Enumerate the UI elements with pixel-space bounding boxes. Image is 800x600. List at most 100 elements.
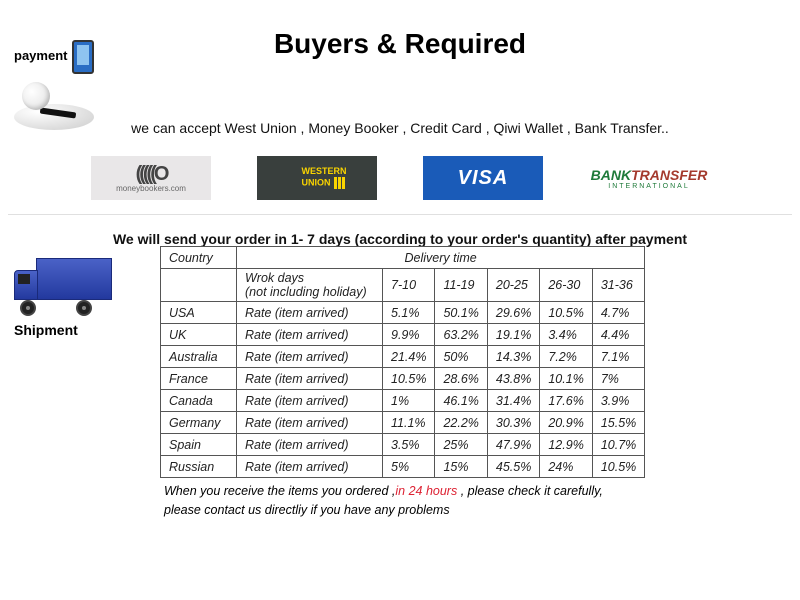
moneybookers-logo: (((((O moneybookers.com	[91, 156, 211, 200]
section-divider	[8, 214, 792, 215]
payment-label: payment	[14, 48, 67, 63]
value-cell: 50.1%	[435, 302, 487, 324]
shipment-label: Shipment	[14, 322, 112, 338]
range-cell: 20-25	[487, 269, 539, 302]
moneybookers-text: moneybookers.com	[116, 184, 186, 193]
value-cell: 31.4%	[487, 390, 539, 412]
value-cell: 63.2%	[435, 324, 487, 346]
table-row: GermanyRate (item arrived)11.1%22.2%30.3…	[161, 412, 645, 434]
value-cell: 24%	[540, 456, 592, 478]
workdays-l1: Wrok days	[245, 271, 304, 285]
header-country: Country	[161, 247, 237, 269]
header-delivery: Delivery time	[237, 247, 645, 269]
value-cell: 10.5%	[540, 302, 592, 324]
value-cell: 43.8%	[487, 368, 539, 390]
footer-note: When you receive the items you ordered ,…	[160, 482, 645, 520]
wu-line1: WESTERN	[302, 166, 347, 176]
value-cell: 3.4%	[540, 324, 592, 346]
shipping-info-text: We will send your order in 1- 7 days (ac…	[0, 231, 800, 247]
range-cell: 7-10	[383, 269, 435, 302]
footer-line2: please contact us directliy if you have …	[164, 503, 450, 517]
value-cell: 22.2%	[435, 412, 487, 434]
value-cell: 10.5%	[383, 368, 435, 390]
western-union-logo: WESTERN UNION	[257, 156, 377, 200]
truck-icon	[14, 258, 112, 312]
rate-label-cell: Rate (item arrived)	[237, 324, 383, 346]
page-title: Buyers & Required	[0, 0, 800, 60]
range-cell: 31-36	[592, 269, 644, 302]
country-cell: Germany	[161, 412, 237, 434]
accept-text: we can accept West Union , Money Booker …	[0, 120, 800, 136]
table-row: UKRate (item arrived)9.9%63.2%19.1%3.4%4…	[161, 324, 645, 346]
wu-line2: UNION	[302, 177, 331, 187]
table-row: SpainRate (item arrived)3.5%25%47.9%12.9…	[161, 434, 645, 456]
value-cell: 4.4%	[592, 324, 644, 346]
table-row: USARate (item arrived)5.1%50.1%29.6%10.5…	[161, 302, 645, 324]
value-cell: 17.6%	[540, 390, 592, 412]
country-cell: France	[161, 368, 237, 390]
value-cell: 21.4%	[383, 346, 435, 368]
value-cell: 30.3%	[487, 412, 539, 434]
value-cell: 15.5%	[592, 412, 644, 434]
value-cell: 28.6%	[435, 368, 487, 390]
phone-icon	[72, 40, 94, 74]
country-cell: Spain	[161, 434, 237, 456]
table-row: CanadaRate (item arrived)1%46.1%31.4%17.…	[161, 390, 645, 412]
value-cell: 1%	[383, 390, 435, 412]
table-row: AustraliaRate (item arrived)21.4%50%14.3…	[161, 346, 645, 368]
value-cell: 25%	[435, 434, 487, 456]
value-cell: 12.9%	[540, 434, 592, 456]
country-cell: USA	[161, 302, 237, 324]
value-cell: 7.1%	[592, 346, 644, 368]
visa-logo: VISA	[423, 156, 543, 200]
country-cell: Russian	[161, 456, 237, 478]
value-cell: 5.1%	[383, 302, 435, 324]
value-cell: 46.1%	[435, 390, 487, 412]
value-cell: 4.7%	[592, 302, 644, 324]
value-cell: 15%	[435, 456, 487, 478]
rate-label-cell: Rate (item arrived)	[237, 390, 383, 412]
value-cell: 5%	[383, 456, 435, 478]
value-cell: 45.5%	[487, 456, 539, 478]
bt-bank-text: BANK	[591, 167, 631, 183]
value-cell: 10.7%	[592, 434, 644, 456]
value-cell: 3.9%	[592, 390, 644, 412]
value-cell: 7%	[592, 368, 644, 390]
value-cell: 9.9%	[383, 324, 435, 346]
country-cell: Canada	[161, 390, 237, 412]
workdays-l2: (not including holiday)	[245, 285, 367, 299]
delivery-table: Country Delivery time Wrok days (not inc…	[160, 246, 645, 478]
country-cell: Australia	[161, 346, 237, 368]
rate-label-cell: Rate (item arrived)	[237, 368, 383, 390]
value-cell: 50%	[435, 346, 487, 368]
table-range-row: Wrok days (not including holiday) 7-10 1…	[161, 269, 645, 302]
table-row: FranceRate (item arrived)10.5%28.6%43.8%…	[161, 368, 645, 390]
moneybookers-icon: (((((O	[136, 164, 167, 184]
empty-cell	[161, 269, 237, 302]
value-cell: 19.1%	[487, 324, 539, 346]
value-cell: 10.1%	[540, 368, 592, 390]
rate-label-cell: Rate (item arrived)	[237, 346, 383, 368]
workdays-cell: Wrok days (not including holiday)	[237, 269, 383, 302]
bank-transfer-logo: BANKTRANSFER INTERNATIONAL	[589, 156, 709, 200]
range-cell: 11-19	[435, 269, 487, 302]
rate-label-cell: Rate (item arrived)	[237, 456, 383, 478]
rate-label-cell: Rate (item arrived)	[237, 434, 383, 456]
value-cell: 47.9%	[487, 434, 539, 456]
value-cell: 11.1%	[383, 412, 435, 434]
footer-red: in 24 hours	[395, 484, 457, 498]
table-row: RussianRate (item arrived)5%15%45.5%24%1…	[161, 456, 645, 478]
value-cell: 20.9%	[540, 412, 592, 434]
rate-label-cell: Rate (item arrived)	[237, 302, 383, 324]
bt-intl-text: INTERNATIONAL	[591, 183, 708, 190]
country-cell: UK	[161, 324, 237, 346]
rate-label-cell: Rate (item arrived)	[237, 412, 383, 434]
wu-bars-icon	[333, 177, 345, 189]
value-cell: 7.2%	[540, 346, 592, 368]
footer-part1: When you receive the items you ordered ,	[164, 484, 395, 498]
footer-part2: , please check it carefully,	[457, 484, 603, 498]
table-header-row: Country Delivery time	[161, 247, 645, 269]
range-cell: 26-30	[540, 269, 592, 302]
value-cell: 29.6%	[487, 302, 539, 324]
payment-logo-row: (((((O moneybookers.com WESTERN UNION VI…	[0, 156, 800, 200]
